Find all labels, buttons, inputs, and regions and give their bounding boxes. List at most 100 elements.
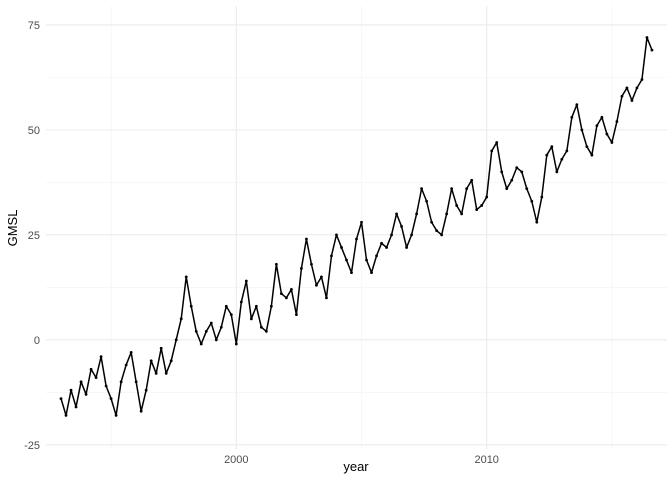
data-point [615, 120, 619, 123]
data-point [610, 141, 614, 144]
data-point [99, 355, 103, 359]
data-point [224, 304, 228, 308]
y-axis-title: GMSL [5, 210, 20, 247]
data-point [114, 414, 118, 417]
data-point [300, 267, 303, 270]
x-axis-title: year [343, 459, 369, 474]
data-point [94, 376, 98, 380]
data-point [630, 99, 634, 102]
data-point [104, 384, 108, 388]
data-point [550, 145, 554, 149]
data-point [540, 195, 544, 199]
data-point [410, 233, 413, 237]
data-point [585, 145, 589, 149]
data-point [229, 313, 233, 317]
data-point [164, 372, 168, 375]
data-point [264, 330, 268, 333]
data-point [575, 103, 579, 107]
data-point [209, 321, 213, 325]
data-point [189, 304, 193, 308]
x-tick-label: 2010 [474, 454, 498, 466]
data-point [485, 195, 489, 199]
data-point [380, 241, 383, 245]
data-point [69, 388, 73, 392]
data-point [510, 178, 514, 182]
data-point [470, 178, 474, 182]
plot-panel [46, 6, 667, 449]
data-point [360, 220, 363, 224]
data-point [465, 187, 469, 191]
data-point [154, 372, 158, 375]
data-point [400, 225, 403, 228]
gmsl-data-points [59, 36, 654, 417]
data-point [505, 187, 509, 191]
data-point [395, 212, 398, 216]
data-point [144, 388, 148, 392]
data-point [365, 258, 368, 262]
data-point [159, 346, 163, 350]
data-point [620, 94, 624, 98]
data-point [249, 317, 253, 321]
data-point [595, 124, 599, 128]
data-point [214, 338, 218, 342]
data-point [79, 380, 83, 384]
data-point [520, 170, 524, 174]
data-point [149, 359, 153, 363]
data-point [565, 149, 569, 153]
data-point [139, 409, 143, 413]
data-point [290, 288, 293, 291]
data-point [194, 330, 198, 333]
data-point [174, 338, 178, 342]
x-axis-tick-labels: 2000 2010 [224, 454, 499, 466]
data-point [199, 342, 203, 346]
data-point [370, 271, 373, 275]
data-point [535, 220, 539, 224]
y-tick-label: 75 [28, 20, 40, 32]
data-point [645, 36, 649, 39]
data-point [405, 246, 408, 249]
data-point [525, 187, 529, 191]
data-point [239, 300, 243, 304]
data-point [350, 271, 353, 275]
data-point [605, 132, 609, 136]
data-point [375, 254, 378, 258]
data-point [490, 149, 494, 153]
data-point [64, 414, 68, 417]
data-point [129, 351, 133, 354]
data-point [315, 283, 318, 287]
data-point [590, 153, 594, 157]
data-point [335, 233, 338, 237]
data-point [234, 342, 238, 346]
y-tick-label: 25 [28, 230, 40, 242]
data-point [450, 187, 454, 191]
data-point [385, 246, 388, 249]
data-point [59, 397, 63, 401]
data-point [625, 86, 629, 90]
data-point [259, 325, 263, 329]
data-point [430, 220, 434, 224]
data-point [515, 166, 519, 170]
data-point [600, 115, 604, 119]
data-point [460, 212, 464, 216]
data-point [415, 212, 418, 216]
data-point [204, 330, 208, 333]
data-point [269, 304, 273, 308]
data-point [530, 199, 534, 203]
data-point [325, 296, 328, 300]
data-point [320, 275, 323, 279]
data-point [475, 208, 479, 212]
data-point [305, 237, 308, 241]
y-tick-label: 50 [28, 125, 40, 137]
data-point [570, 115, 574, 119]
data-point [580, 128, 584, 132]
data-point [74, 405, 78, 409]
data-point [435, 229, 439, 233]
data-point [109, 397, 113, 401]
data-point [179, 317, 183, 321]
data-point [555, 170, 559, 174]
data-point [455, 204, 459, 207]
data-point [134, 380, 138, 384]
data-point [124, 363, 128, 367]
data-point [420, 187, 423, 191]
